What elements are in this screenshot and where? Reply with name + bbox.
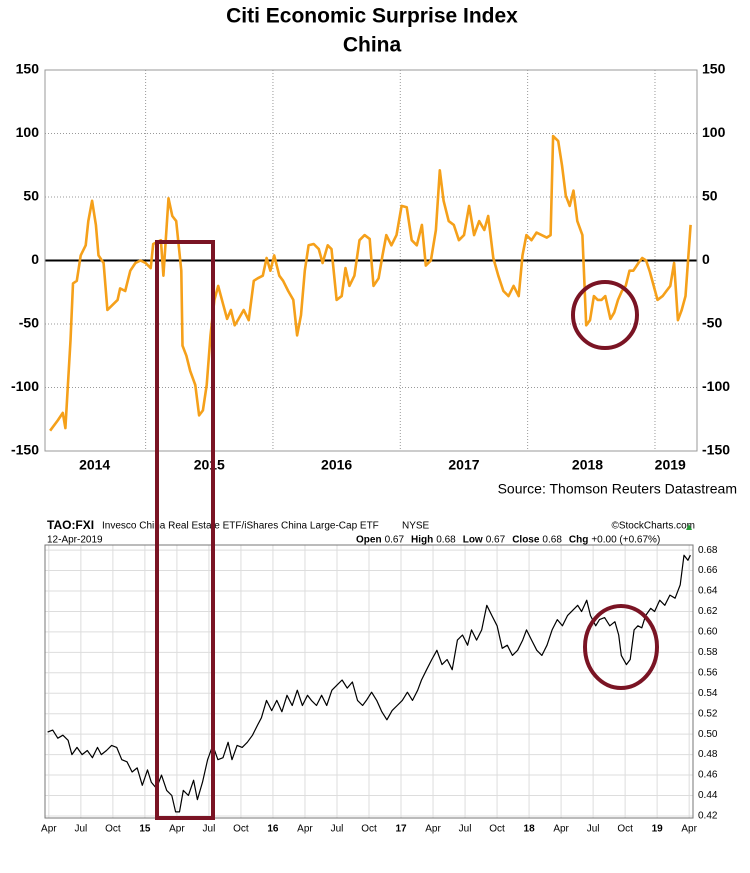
credit: ©StockCharts.com: [611, 521, 695, 532]
x-tick-label: 2015: [194, 457, 225, 473]
quote-value: 0.67: [385, 535, 405, 546]
y-tick-label: 0.68: [698, 545, 718, 556]
x-tick-label: 17: [395, 824, 407, 835]
x-tick-label: 16: [267, 824, 279, 835]
chart-subtitle: China: [343, 34, 402, 57]
data-line: [49, 134, 692, 432]
x-tick-label: Jul: [203, 824, 216, 835]
quote-value: +0.00 (+0.67%): [591, 535, 660, 546]
x-tick-label: Oct: [233, 824, 249, 835]
plot-frame: [44, 69, 698, 452]
y-tick-label: -50: [19, 315, 39, 331]
up-arrow: [686, 524, 692, 530]
y-tick-label: 100: [16, 124, 40, 140]
x-tick-label: Oct: [489, 824, 505, 835]
x-tick-label: 2016: [321, 457, 352, 473]
y-tick-label: -100: [11, 378, 39, 394]
y-tick-label: -150: [702, 442, 730, 458]
x-tick-label: Oct: [617, 824, 633, 835]
x-tick-label: Jul: [587, 824, 600, 835]
y-tick-label: 50: [702, 188, 718, 204]
y-tick-label: 150: [16, 61, 40, 77]
x-tick-label: Oct: [105, 824, 121, 835]
y-tick-label: 0.64: [698, 586, 718, 597]
chart-title: Citi Economic Surprise Index: [226, 5, 518, 28]
highlight-circle: [583, 604, 659, 690]
x-tick-label: 2014: [79, 457, 110, 473]
y-tick-label: 0.56: [698, 667, 718, 678]
x-tick-label: Jul: [459, 824, 472, 835]
symbol: TAO:FXI: [47, 518, 94, 532]
quote-label: High: [411, 535, 433, 546]
quote-bar: Open 0.67 High 0.68 Low 0.67 Close 0.68 Chg +0.00…: [356, 535, 660, 546]
x-tick-label: 2018: [572, 457, 603, 473]
y-tick-label: 0.62: [698, 606, 718, 617]
y-tick-label: 0.48: [698, 749, 718, 760]
quote-label: Low: [463, 535, 483, 546]
y-tick-label: 0.52: [698, 708, 718, 719]
y-tick-label: 0: [702, 251, 710, 267]
y-tick-label: 0: [31, 251, 39, 267]
y-tick-label: 0.58: [698, 647, 718, 658]
x-tick-label: Apr: [681, 824, 697, 835]
y-tick-label: -100: [702, 378, 730, 394]
x-tick-label: Apr: [169, 824, 185, 835]
x-tick-label: Apr: [41, 824, 57, 835]
quote-label: Open: [356, 535, 382, 546]
instrument-title: Invesco China Real Estate ETF/iShares Ch…: [102, 521, 379, 532]
x-tick-label: Apr: [297, 824, 313, 835]
x-tick-label: 2019: [655, 457, 686, 473]
y-tick-label: 100: [702, 124, 726, 140]
y-tick-label: 0.42: [698, 811, 718, 822]
quote-label: Chg: [569, 535, 588, 546]
y-tick-label: 0.46: [698, 770, 718, 781]
source-note: Source: Thomson Reuters Datastream: [498, 481, 737, 497]
x-tick-label: 18: [524, 824, 536, 835]
y-tick-label: 150: [702, 61, 726, 77]
highlight-circle: [571, 280, 639, 350]
exchange: NYSE: [402, 521, 430, 532]
x-tick-label: 2017: [448, 457, 479, 473]
date: 12-Apr-2019: [47, 535, 103, 546]
highlight-box: [155, 240, 215, 820]
y-tick-label: 0.54: [698, 688, 718, 699]
quote-value: 0.68: [436, 535, 456, 546]
x-tick-label: Apr: [425, 824, 441, 835]
quote-value: 0.68: [542, 535, 562, 546]
x-tick-label: 15: [139, 824, 151, 835]
x-tick-label: Jul: [331, 824, 344, 835]
plot-frame: [44, 544, 694, 819]
x-tick-label: Jul: [74, 824, 87, 835]
y-tick-label: 0.50: [698, 729, 718, 740]
y-tick-label: -50: [702, 315, 722, 331]
y-tick-label: 0.66: [698, 565, 718, 576]
x-tick-label: Apr: [553, 824, 569, 835]
quote-label: Close: [512, 535, 540, 546]
quote-value: 0.67: [486, 535, 506, 546]
x-tick-label: Oct: [361, 824, 377, 835]
y-tick-label: 0.44: [698, 790, 718, 801]
x-tick-label: 19: [652, 824, 664, 835]
y-tick-label: 0.60: [698, 627, 718, 638]
y-tick-label: -150: [11, 442, 39, 458]
y-tick-label: 50: [23, 188, 39, 204]
